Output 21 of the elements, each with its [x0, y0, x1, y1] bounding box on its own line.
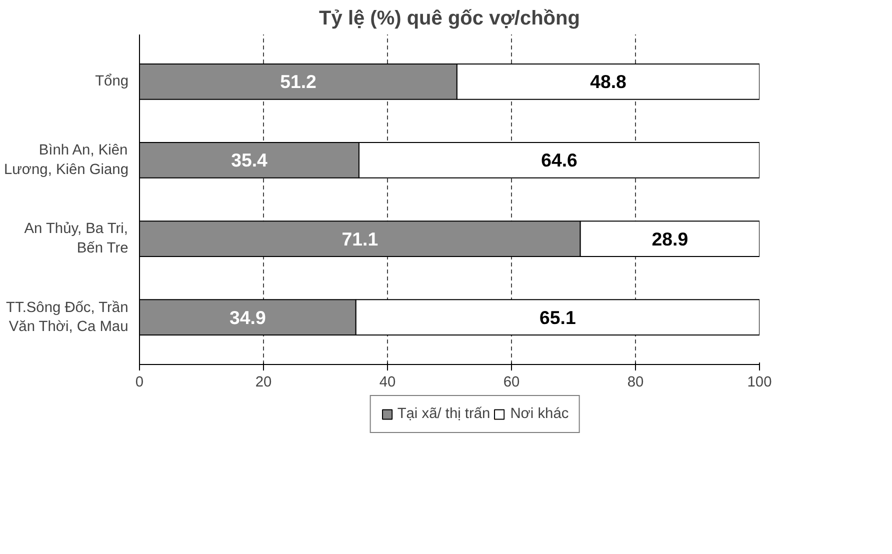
x-tick-label: 100	[747, 374, 772, 390]
data-label: 48.8	[590, 71, 626, 92]
data-label: 35.4	[231, 150, 268, 171]
data-label: 51.2	[280, 71, 316, 92]
y-tick-label: An Thủy, Ba Tri, Bến Tre	[24, 221, 128, 256]
x-tick-label: 60	[503, 374, 520, 390]
data-label: 65.1	[540, 306, 576, 328]
chart-title: Tỷ lệ (%) quê gốc vợ/chồng	[319, 8, 580, 30]
x-tick-label: 0	[135, 374, 144, 390]
y-tick-label: Tổng	[95, 74, 128, 90]
legend-label: Nơi khác	[510, 406, 569, 422]
data-label: 34.9	[230, 306, 266, 328]
x-tick-label: 40	[379, 374, 396, 390]
x-tick-label: 20	[255, 374, 272, 390]
y-tick-label: Bình An, Kiên Lương, Kiên Giang	[4, 142, 129, 178]
data-label: 28.9	[652, 228, 688, 250]
legend-label: Tại xã/ thị trấn	[397, 406, 490, 422]
data-label: 71.1	[342, 228, 378, 250]
data-label: 64.6	[541, 150, 578, 171]
x-tick-label: 80	[627, 374, 644, 390]
y-tick-label: TT.Sông Đốc, Trần Văn Thời, Ca Mau	[6, 300, 128, 335]
